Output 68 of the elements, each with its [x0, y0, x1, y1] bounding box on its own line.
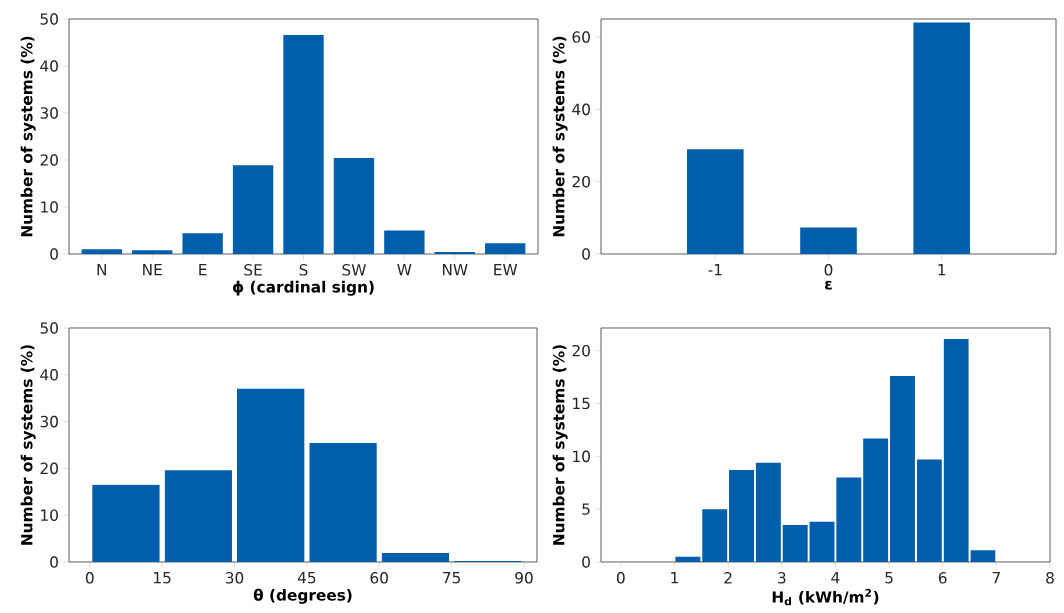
- x-tick-label: 45: [297, 572, 316, 584]
- x-tick-label: -1: [708, 264, 722, 276]
- x-tick-label: 15: [154, 572, 171, 584]
- y-tick-label: 10: [41, 509, 58, 521]
- y-tick-label: 40: [40, 368, 58, 381]
- x-axis-title: H$_{d}$ (kWh/m$^{2}$): [772, 588, 879, 606]
- bar: [485, 243, 526, 254]
- x-tick-label: 6: [938, 572, 947, 584]
- bar: [232, 165, 274, 254]
- x-tick-label: 90: [515, 572, 533, 584]
- x-tick-label: 0: [824, 264, 833, 276]
- x-tick-label: 0: [85, 572, 94, 584]
- y-tick-label: 40: [40, 60, 58, 72]
- x-tick-label: EW: [494, 264, 518, 276]
- x-tick-label: NW: [442, 264, 468, 276]
- y-tick-label: 50: [40, 322, 58, 334]
- y-tick-label: 20: [40, 154, 58, 166]
- bar: [913, 22, 970, 254]
- x-tick-label: 8: [1046, 572, 1054, 584]
- bar: [132, 250, 173, 254]
- bar: [687, 149, 744, 254]
- x-tick-label: N: [97, 264, 107, 276]
- x-tick-label: 4: [831, 572, 840, 584]
- bar: [384, 230, 425, 254]
- x-tick-label: 1: [938, 264, 946, 276]
- x-axis-title: ε: [825, 280, 832, 290]
- x-tick-label: W: [397, 264, 412, 276]
- y-tick-label: 10: [41, 201, 58, 213]
- bar: [283, 34, 324, 254]
- x-tick-label: E: [199, 264, 207, 276]
- y-axis-title: Number of systems (%): [552, 36, 568, 237]
- x-tick-label: NE: [143, 264, 162, 276]
- y-axis-title: Number of systems (%): [20, 36, 36, 237]
- y-tick-label: 40: [572, 103, 590, 116]
- x-tick-label: 7: [992, 572, 1000, 584]
- x-tick-label: SW: [342, 264, 366, 276]
- x-axis-title: ϕ (cardinal sign): [232, 280, 374, 296]
- bar: [333, 158, 375, 254]
- x-axis-title: θ (degrees): [253, 588, 352, 604]
- x-tick-label: 60: [370, 572, 388, 584]
- y-tick-label: 0: [582, 556, 590, 568]
- y-tick-label: 15: [573, 397, 590, 410]
- y-tick-label: 20: [572, 175, 590, 188]
- y-tick-label: 10: [573, 450, 590, 463]
- y-tick-label: 20: [572, 344, 590, 357]
- x-tick-label: S: [299, 264, 308, 276]
- y-tick-label: 50: [40, 13, 58, 25]
- x-tick-label: 3: [778, 572, 786, 584]
- y-tick-label: 5: [582, 503, 590, 515]
- y-tick-label: 0: [50, 556, 58, 568]
- y-tick-label: 60: [572, 31, 590, 43]
- x-tick-label: 75: [443, 572, 460, 584]
- x-tick-label: 0: [616, 572, 625, 584]
- x-tick-label: 1: [671, 572, 678, 584]
- y-axis-title: Number of systems (%): [20, 345, 36, 545]
- y-axis-title: Number of systems (%): [552, 345, 568, 545]
- x-tick-label: SE: [244, 264, 262, 276]
- x-tick-label: 5: [885, 572, 893, 584]
- bar: [800, 227, 857, 254]
- y-tick-label: 20: [40, 462, 58, 475]
- bar: [81, 249, 122, 254]
- x-tick-label: 30: [225, 572, 244, 584]
- y-tick-label: 30: [40, 415, 58, 428]
- bar: [182, 233, 223, 254]
- y-tick-label: 0: [50, 248, 58, 260]
- y-tick-label: 0: [582, 248, 590, 260]
- y-tick-label: 30: [40, 107, 58, 119]
- x-tick-label: 2: [724, 572, 732, 584]
